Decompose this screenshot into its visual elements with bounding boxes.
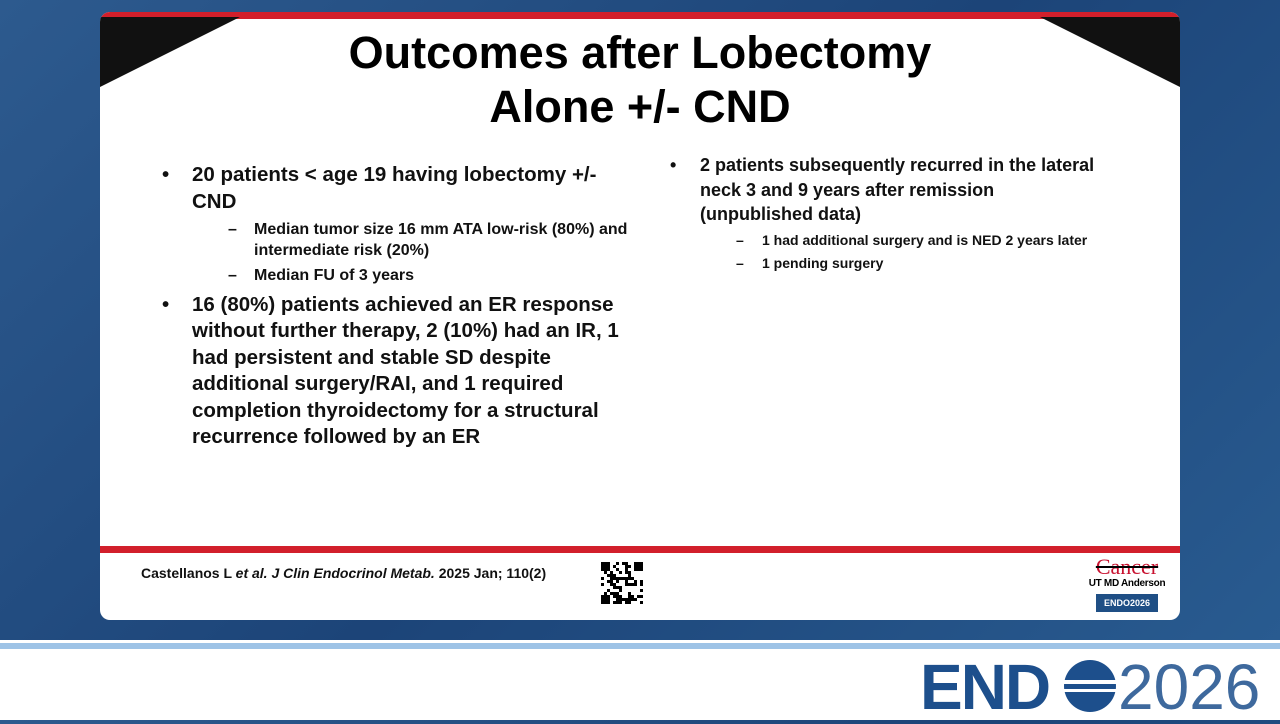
logo-line1: Cancer	[1095, 554, 1159, 579]
sub-bullet: Median tumor size 16 mm ATA low-risk (80…	[228, 220, 642, 261]
bullet-text: 2 patients subsequently recurred in the …	[700, 155, 1095, 224]
corner-decor	[100, 17, 1180, 87]
bullet: 2 patients subsequently recurred in the …	[670, 153, 1110, 272]
slide-title: Outcomes after Lobectomy Alone +/- CND	[348, 27, 932, 132]
bullet: 16 (80%) patients achieved an ER respons…	[162, 292, 642, 451]
globe-icon	[1062, 660, 1118, 712]
citation-journal: J Clin Endocrinol Metab.	[271, 565, 435, 581]
slide: Outcomes after Lobectomy Alone +/- CND 2…	[100, 12, 1180, 620]
banner-wordmark: END	[920, 651, 1051, 723]
right-column: 2 patients subsequently recurred in the …	[670, 153, 1110, 277]
citation: Castellanos L et al. J Clin Endocrinol M…	[141, 565, 546, 581]
logo-line2: UT MD Anderson	[1088, 578, 1166, 589]
footer-rule	[100, 546, 1180, 553]
sub-bullet: 1 had additional surgery and is NED 2 ye…	[736, 231, 1110, 249]
sub-bullet: Median FU of 3 years	[228, 266, 642, 287]
institution-logo: Cancer UT MD Anderson ENDO2026	[1086, 556, 1168, 612]
bullet: 20 patients < age 19 having lobectomy +/…	[162, 162, 642, 287]
sub-bullet: 1 pending surgery	[736, 254, 1110, 272]
bullet-text: 20 patients < age 19 having lobectomy +/…	[192, 163, 597, 213]
citation-author: Castellanos L	[141, 565, 232, 581]
banner-year: 2026	[1118, 651, 1261, 723]
citation-etal: et al.	[235, 565, 268, 581]
banner-line	[0, 643, 1280, 649]
logo-badge: ENDO2026	[1096, 594, 1158, 612]
citation-date: 2025 Jan; 110(2)	[438, 565, 547, 581]
bullet-text: 16 (80%) patients achieved an ER respons…	[192, 292, 619, 449]
qr-code	[601, 562, 643, 604]
top-bar	[100, 12, 1180, 19]
left-column: 20 patients < age 19 having lobectomy +/…	[162, 162, 642, 451]
